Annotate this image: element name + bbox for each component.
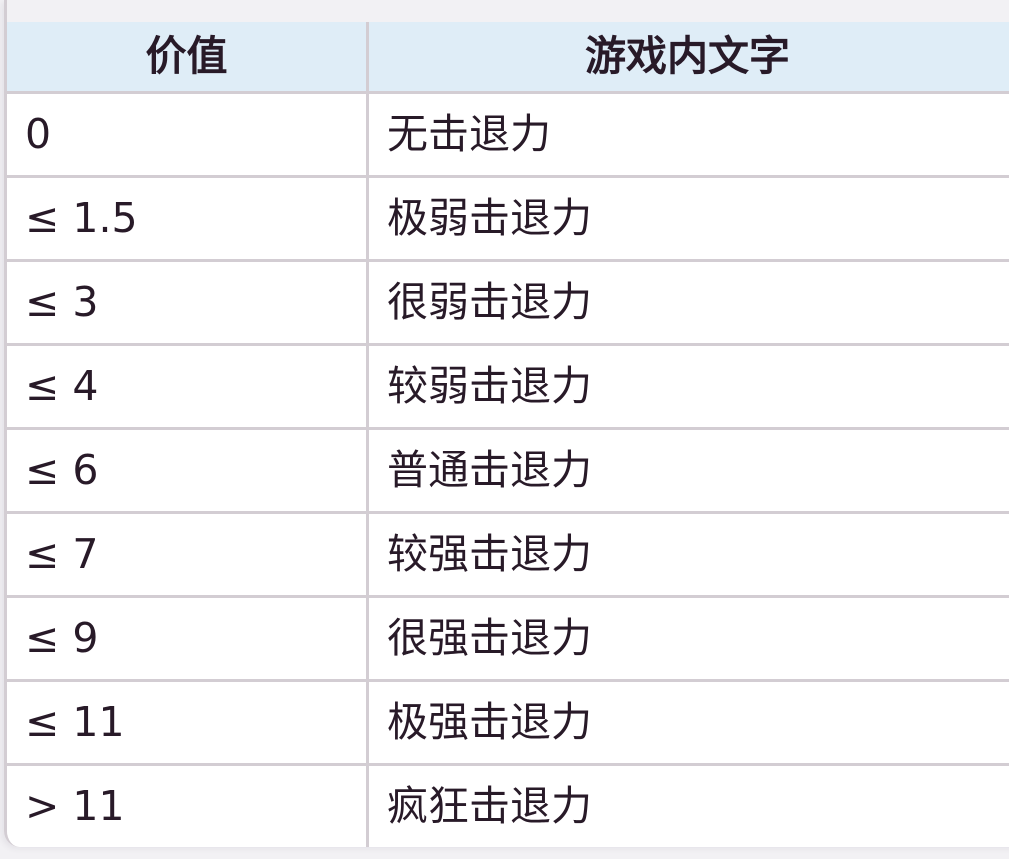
- text-cell: 极弱击退力: [387, 194, 592, 242]
- text-cell: 普通击退力: [387, 446, 592, 494]
- value-cell: ≤ 7: [7, 514, 369, 595]
- table-row: ≤ 3 很弱击退力: [7, 259, 1009, 343]
- value-cell: 0: [7, 94, 369, 175]
- table-row: ≤ 4 较弱击退力: [7, 343, 1009, 427]
- table-row: 0 无击退力: [7, 91, 1009, 175]
- text-cell: 疯狂击退力: [387, 782, 592, 830]
- text-cell: 极强击退力: [387, 698, 592, 746]
- value-cell: > 11: [7, 766, 369, 847]
- table-row: ≤ 9 很强击退力: [7, 595, 1009, 679]
- value-cell: ≤ 9: [7, 598, 369, 679]
- text-cell: 很弱击退力: [387, 278, 592, 326]
- value-cell: ≤ 11: [7, 682, 369, 763]
- table-row: ≤ 7 较强击退力: [7, 511, 1009, 595]
- text-cell: 较强击退力: [387, 530, 592, 578]
- table-top-spacer: [7, 0, 1009, 22]
- column-header-ingame-text: 游戏内文字: [585, 32, 790, 80]
- text-cell: 较弱击退力: [387, 362, 592, 410]
- table-header-row: 价值 游戏内文字: [7, 22, 1009, 91]
- table-row: > 11 疯狂击退力: [7, 763, 1009, 847]
- text-cell: 无击退力: [387, 110, 551, 158]
- value-cell: ≤ 3: [7, 262, 369, 343]
- table-row: ≤ 1.5 极弱击退力: [7, 175, 1009, 259]
- table-row: ≤ 11 极强击退力: [7, 679, 1009, 763]
- value-cell: ≤ 1.5: [7, 178, 369, 259]
- value-cell: ≤ 6: [7, 430, 369, 511]
- column-header-value: 价值: [7, 22, 369, 91]
- value-cell: ≤ 4: [7, 346, 369, 427]
- text-cell: 很强击退力: [387, 614, 592, 662]
- table-row: ≤ 6 普通击退力: [7, 427, 1009, 511]
- knockback-value-table: 价值 游戏内文字 0 无击退力 ≤ 1.5 极弱击退力 ≤ 3 很弱击退力 ≤ …: [4, 0, 1009, 847]
